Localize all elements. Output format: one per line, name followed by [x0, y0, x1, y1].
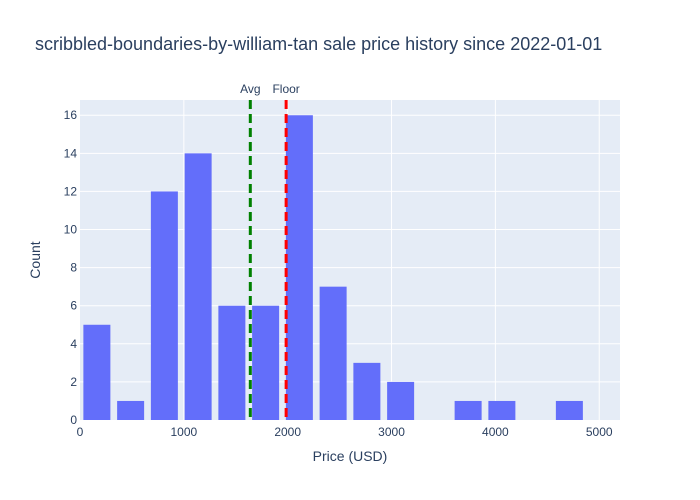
bars	[83, 115, 583, 421]
histogram-bar	[184, 153, 212, 421]
histogram-bar	[252, 305, 280, 420]
chart-title: scribbled-boundaries-by-william-tan sale…	[35, 34, 602, 54]
x-axis-ticks: 0 1000 2000 3000 4000 5000	[77, 425, 613, 439]
y-tick-label: 8	[70, 261, 77, 275]
histogram-bar	[387, 381, 415, 420]
histogram-bar	[319, 286, 347, 420]
histogram-bar	[454, 400, 482, 420]
histogram-bar	[83, 324, 111, 420]
y-tick-label: 2	[70, 375, 77, 389]
x-tick-label: 0	[77, 425, 84, 439]
x-tick-label: 4000	[482, 425, 509, 439]
y-tick-label: 12	[64, 184, 78, 198]
histogram-bar	[555, 400, 583, 420]
floor-label: Floor	[272, 82, 299, 96]
y-tick-label: 14	[64, 146, 78, 160]
y-axis-ticks: 0 2 4 6 8 10 12 14 16	[64, 108, 78, 427]
x-tick-label: 3000	[378, 425, 405, 439]
reference-lines: Avg Floor	[240, 82, 300, 420]
y-tick-label: 0	[70, 413, 77, 427]
y-tick-label: 16	[64, 108, 78, 122]
x-tick-label: 1000	[170, 425, 197, 439]
histogram-bar	[353, 362, 381, 420]
histogram-bar	[488, 400, 516, 420]
y-axis-title: Count	[27, 241, 43, 278]
histogram-bar	[150, 191, 178, 420]
y-tick-label: 4	[70, 337, 77, 351]
histogram-bar	[285, 115, 313, 420]
histogram-bar	[218, 305, 246, 420]
x-tick-label: 5000	[586, 425, 613, 439]
y-tick-label: 6	[70, 299, 77, 313]
histogram-bar	[117, 400, 145, 420]
avg-label: Avg	[240, 82, 260, 96]
x-tick-label: 2000	[274, 425, 301, 439]
y-tick-label: 10	[64, 223, 78, 237]
x-axis-title: Price (USD)	[313, 448, 388, 464]
